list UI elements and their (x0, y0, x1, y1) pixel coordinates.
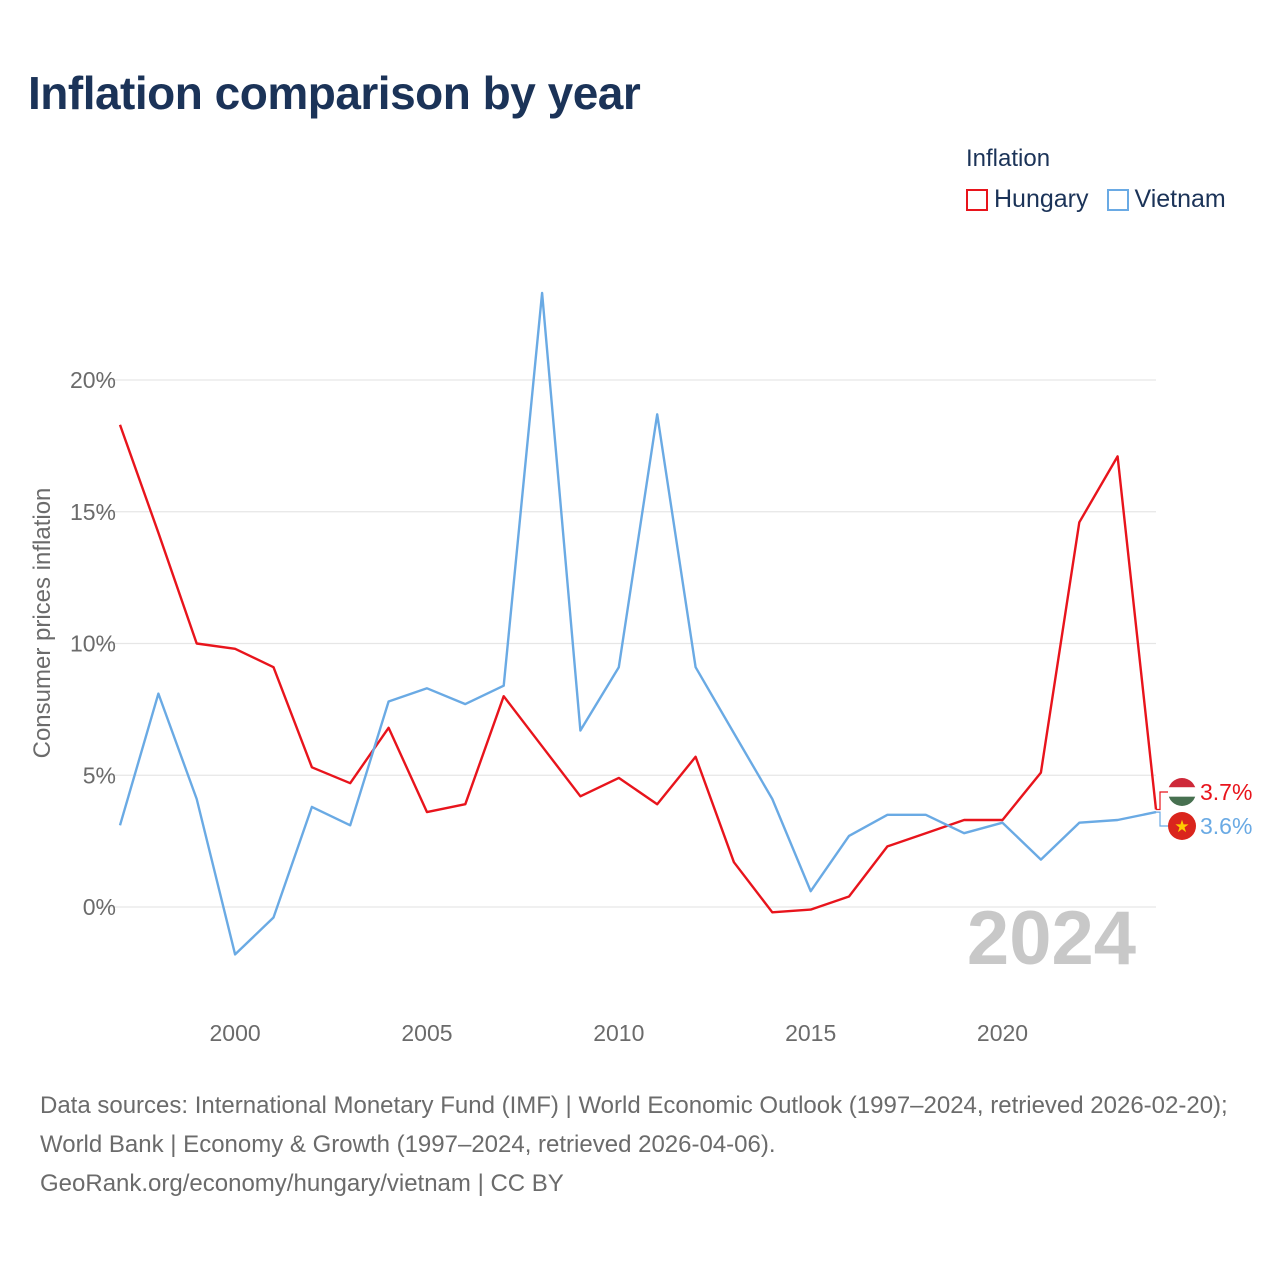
data-point-vietnam[interactable] (616, 665, 621, 670)
data-point-vietnam[interactable] (501, 683, 506, 688)
data-point-vietnam[interactable] (1115, 818, 1120, 823)
data-point-hungary[interactable] (693, 754, 698, 759)
data-point-vietnam[interactable] (770, 796, 775, 801)
data-point-hungary[interactable] (578, 794, 583, 799)
data-point-vietnam[interactable] (118, 823, 123, 828)
x-tick-label: 2000 (210, 1020, 261, 1046)
data-point-hungary[interactable] (118, 422, 123, 427)
data-point-vietnam[interactable] (156, 691, 161, 696)
legend-title: Inflation (966, 145, 1051, 172)
end-connector (1156, 811, 1168, 827)
data-point-vietnam[interactable] (885, 812, 890, 817)
x-tick-label: 2020 (977, 1020, 1028, 1046)
x-tick-label: 2010 (593, 1020, 644, 1046)
data-point-hungary[interactable] (233, 646, 238, 651)
data-point-vietnam[interactable] (1000, 820, 1005, 825)
vietnam-flag-icon: ★ (1168, 812, 1196, 840)
data-point-vietnam[interactable] (463, 702, 468, 707)
legend-swatch-vietnam (1106, 188, 1129, 211)
data-point-hungary[interactable] (309, 765, 314, 770)
data-point-hungary[interactable] (847, 894, 852, 899)
data-point-vietnam[interactable] (655, 412, 660, 417)
legend-label-hungary: Hungary (994, 185, 1089, 213)
x-tick-label: 2015 (785, 1020, 836, 1046)
data-point-hungary[interactable] (808, 907, 813, 912)
data-point-hungary[interactable] (616, 775, 621, 780)
data-point-vietnam[interactable] (962, 831, 967, 836)
legend-swatch-hungary (966, 188, 988, 211)
data-point-vietnam[interactable] (923, 812, 928, 817)
data-point-hungary[interactable] (156, 530, 161, 535)
data-point-hungary[interactable] (1038, 770, 1043, 775)
data-point-hungary[interactable] (962, 818, 967, 823)
data-point-vietnam[interactable] (233, 952, 238, 957)
data-point-hungary[interactable] (1115, 454, 1120, 459)
end-value-label-hungary: 3.7% (1200, 779, 1252, 805)
data-point-vietnam[interactable] (731, 731, 736, 736)
data-point-vietnam[interactable] (386, 699, 391, 704)
data-point-vietnam[interactable] (348, 823, 353, 828)
y-axis-ticks: 0% 5% 10% 15% 20% (70, 367, 116, 920)
hungary-flag-icon (1168, 778, 1196, 806)
data-point-hungary[interactable] (540, 744, 545, 749)
data-point-hungary[interactable] (463, 802, 468, 807)
data-point-hungary[interactable] (194, 641, 199, 646)
data-point-vietnam[interactable] (1038, 857, 1043, 862)
data-point-hungary[interactable] (348, 781, 353, 786)
year-watermark: 2024 (967, 896, 1136, 981)
series-lines (118, 291, 1158, 957)
data-sources: Data sources: International Monetary Fun… (40, 1092, 1235, 1158)
svg-text:★: ★ (1174, 817, 1189, 837)
line-chart: 0% 5% 10% 15% 20% 2000 2005 2010 2015 2020 Consu… (29, 291, 1252, 1046)
data-point-hungary[interactable] (271, 665, 276, 670)
data-point-hungary[interactable] (655, 802, 660, 807)
y-tick-label: 0% (83, 894, 116, 920)
data-point-vietnam[interactable] (194, 796, 199, 801)
data-point-vietnam[interactable] (540, 291, 545, 296)
data-point-hungary[interactable] (1077, 520, 1082, 525)
end-value-label-vietnam: 3.6% (1200, 813, 1252, 839)
data-point-vietnam[interactable] (424, 686, 429, 691)
legend-label-vietnam: Vietnam (1134, 185, 1226, 213)
y-tick-label: 10% (70, 631, 116, 657)
attribution: GeoRank.org/economy/hungary/vietnam | CC… (40, 1170, 564, 1197)
chart-title: Inflation comparison by year (28, 67, 641, 119)
data-point-vietnam[interactable] (808, 889, 813, 894)
data-point-hungary[interactable] (770, 910, 775, 915)
data-point-hungary[interactable] (885, 844, 890, 849)
y-tick-label: 5% (83, 762, 116, 788)
gridlines (98, 379, 1156, 908)
data-point-hungary[interactable] (424, 810, 429, 815)
footer: Data sources: International Monetary Fun… (40, 1086, 1250, 1203)
data-point-vietnam[interactable] (271, 915, 276, 920)
data-point-vietnam[interactable] (309, 804, 314, 809)
series-line-hungary (118, 424, 1158, 914)
data-point-vietnam[interactable] (1077, 820, 1082, 825)
data-point-hungary[interactable] (731, 860, 736, 865)
series-line-vietnam (118, 291, 1157, 956)
data-point-vietnam[interactable] (693, 665, 698, 670)
x-tick-label: 2005 (401, 1020, 452, 1046)
y-axis-label: Consumer prices inflation (29, 488, 56, 759)
legend: Inflation Hungary Vietnam (966, 145, 1226, 214)
data-point-hungary[interactable] (386, 725, 391, 730)
x-axis-ticks: 2000 2005 2010 2015 2020 (210, 1020, 1029, 1046)
end-connector (1156, 791, 1168, 811)
data-point-vietnam[interactable] (578, 728, 583, 733)
y-tick-label: 15% (70, 499, 116, 525)
y-tick-label: 20% (70, 367, 116, 393)
legend-item-hungary[interactable]: Hungary (966, 185, 1089, 214)
end-markers: 3.7% ★ 3.6% (1156, 778, 1252, 840)
data-point-hungary[interactable] (923, 831, 928, 836)
legend-item-vietnam[interactable]: Vietnam (1106, 185, 1226, 214)
data-point-vietnam[interactable] (847, 833, 852, 838)
data-point-hungary[interactable] (501, 694, 506, 699)
